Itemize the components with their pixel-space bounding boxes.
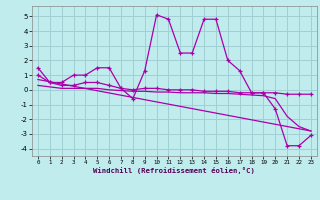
X-axis label: Windchill (Refroidissement éolien,°C): Windchill (Refroidissement éolien,°C) [93, 167, 255, 174]
